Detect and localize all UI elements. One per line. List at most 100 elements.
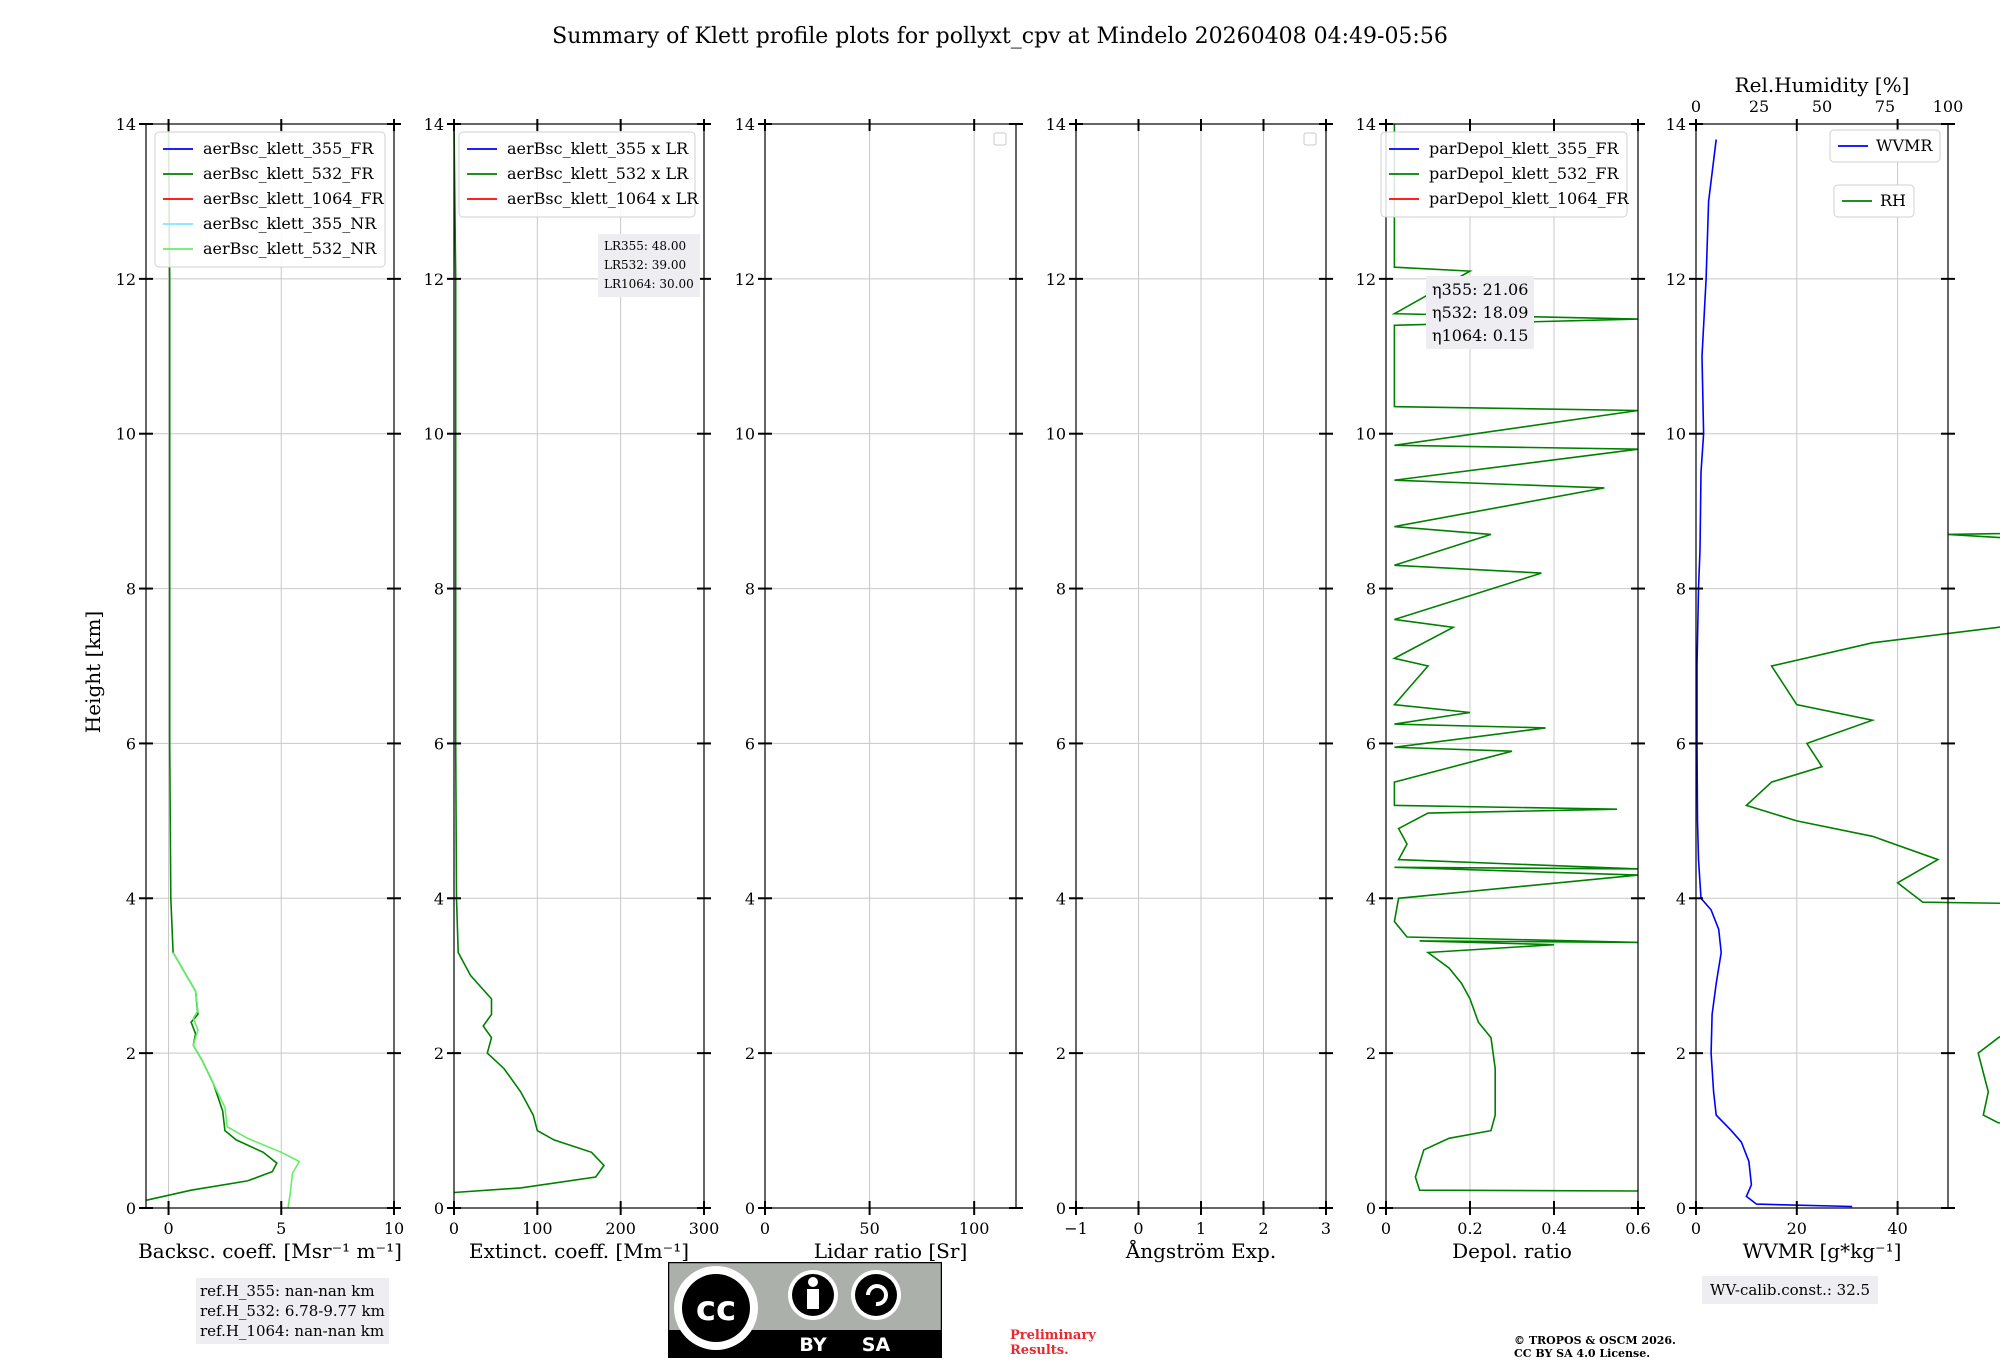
y-tick-label: 6 xyxy=(745,734,755,753)
axes-frame xyxy=(453,123,705,1209)
wv-calib-label: WV-calib.const.: 32.5 xyxy=(1710,1281,1871,1299)
preliminary-line-1: Preliminary xyxy=(1010,1328,1096,1343)
x-tick-label: 0 xyxy=(1691,1219,1701,1238)
x-axis-label: Lidar ratio [Sr] xyxy=(814,1239,968,1263)
legend-label: aerBsc_klett_355_FR xyxy=(203,139,374,158)
axes-frame xyxy=(145,123,395,1209)
y-tick-label: 4 xyxy=(1056,889,1066,908)
sa-arrow xyxy=(866,1284,888,1307)
y-tick-label: 10 xyxy=(1046,425,1066,444)
empty-legend-box xyxy=(993,132,1007,146)
x-tick-label: 300 xyxy=(689,1219,720,1238)
y-tick-label: 14 xyxy=(424,115,444,134)
top-x-tick-label: 100 xyxy=(1933,97,1964,116)
y-tick-label: 4 xyxy=(434,889,444,908)
x-tick-label: 0 xyxy=(163,1219,173,1238)
by-head xyxy=(808,1277,818,1287)
y-tick-label: 4 xyxy=(745,889,755,908)
y-tick-label: 2 xyxy=(126,1044,136,1063)
y-tick-label: 0 xyxy=(1056,1199,1066,1218)
sa-text: SA xyxy=(862,1334,891,1356)
legend-box-rh xyxy=(1833,184,1915,218)
by-text: BY xyxy=(799,1334,826,1356)
x-tick-label: 0 xyxy=(1133,1219,1143,1238)
axes-frame xyxy=(1385,123,1639,1209)
x-tick-label: 3 xyxy=(1321,1219,1331,1238)
copyright-line-2: CC BY SA 4.0 License. xyxy=(1514,1347,1651,1360)
series-line-parDepol_klett_532_FR xyxy=(1391,124,1639,1192)
y-tick-label: 10 xyxy=(1356,425,1376,444)
x-tick-label: 0.2 xyxy=(1457,1219,1482,1238)
series-line-WVMR xyxy=(1696,139,1853,1208)
figure-title: Summary of Klett profile plots for polly… xyxy=(552,24,1448,49)
x-tick-label: 0 xyxy=(449,1219,459,1238)
legend-label: aerBsc_klett_1064_FR xyxy=(203,189,385,208)
x-tick-label: 0.6 xyxy=(1625,1219,1650,1238)
y-tick-label: 0 xyxy=(126,1199,136,1218)
axes-frame xyxy=(764,123,1017,1209)
top-x-tick-label: 75 xyxy=(1875,97,1895,116)
y-axis-label: Height [km] xyxy=(81,611,105,733)
copyright-note: © TROPOS & OSCM 2026. CC BY SA 4.0 Licen… xyxy=(1514,1334,1676,1360)
legend-label: aerBsc_klett_532 x LR xyxy=(507,164,689,183)
sa-icon xyxy=(855,1274,897,1316)
series-line-aerBsc_klett_532_NR xyxy=(172,952,301,1209)
y-tick-label: 2 xyxy=(1366,1044,1376,1063)
lr-532: LR532: 39.00 xyxy=(604,258,687,272)
y-tick-label: 0 xyxy=(745,1199,755,1218)
top-x-axis-label: Rel.Humidity [%] xyxy=(1735,73,1910,97)
axes-frame xyxy=(1695,123,1949,1209)
legend-label-rh: RH xyxy=(1880,191,1906,210)
preliminary-line-2: Results. xyxy=(1010,1343,1069,1358)
x-tick-label: 0 xyxy=(760,1219,770,1238)
legend-label: parDepol_klett_1064_FR xyxy=(1429,189,1630,208)
y-tick-label: 4 xyxy=(126,889,136,908)
y-tick-label: 12 xyxy=(1356,270,1376,289)
y-tick-label: 8 xyxy=(1056,580,1066,599)
y-tick-label: 14 xyxy=(1666,115,1686,134)
cc-text: cc xyxy=(696,1289,736,1329)
x-tick-label: 1 xyxy=(1196,1219,1206,1238)
legend-label-wvmr: WVMR xyxy=(1876,136,1933,155)
y-tick-label: 12 xyxy=(116,270,136,289)
cc-by-sa-badge: cc BY SA xyxy=(668,1262,942,1358)
y-tick-label: 14 xyxy=(735,115,755,134)
copyright-line-1: © TROPOS & OSCM 2026. xyxy=(1514,1334,1676,1347)
wv-calib-box: WV-calib.const.: 32.5 xyxy=(1702,1276,1879,1304)
x-axis-label: Depol. ratio xyxy=(1452,1239,1572,1263)
legend-label: aerBsc_klett_1064 x LR xyxy=(507,189,699,208)
lr-1064: LR1064: 30.00 xyxy=(604,277,694,291)
eta-355: η355: 21.06 xyxy=(1432,280,1529,299)
y-tick-label: 12 xyxy=(1046,270,1066,289)
ref-height-1064: ref.H_1064: nan-nan km xyxy=(200,1322,385,1340)
y-tick-label: 8 xyxy=(745,580,755,599)
y-tick-label: 6 xyxy=(434,734,444,753)
legend-box xyxy=(154,131,386,268)
legend-label: aerBsc_klett_355_NR xyxy=(203,214,377,233)
ref-height-532: ref.H_532: 6.78-9.77 km xyxy=(200,1302,385,1320)
y-tick-label: 10 xyxy=(116,425,136,444)
x-axis-label: Extinct. coeff. [Mm⁻¹] xyxy=(469,1239,689,1263)
eta-532: η532: 18.09 xyxy=(1432,303,1529,322)
y-tick-label: 0 xyxy=(1366,1199,1376,1218)
y-tick-label: 6 xyxy=(1056,734,1066,753)
eta-1064: η1064: 0.15 xyxy=(1432,326,1529,345)
legend-label: aerBsc_klett_532_FR xyxy=(203,164,374,183)
legend-box-wvmr xyxy=(1829,129,1941,163)
legend-label: aerBsc_klett_355 x LR xyxy=(507,139,689,158)
x-tick-label: 100 xyxy=(959,1219,990,1238)
x-tick-label: 40 xyxy=(1887,1219,1907,1238)
y-tick-label: 6 xyxy=(1366,734,1376,753)
y-tick-label: 12 xyxy=(735,270,755,289)
y-tick-label: 4 xyxy=(1676,889,1686,908)
ref-height-box: ref.H_355: nan-nan km ref.H_532: 6.78-9.… xyxy=(196,1278,389,1344)
x-tick-label: 0.4 xyxy=(1541,1219,1566,1238)
y-tick-label: 2 xyxy=(1676,1044,1686,1063)
legend-label: aerBsc_klett_532_NR xyxy=(203,239,377,258)
y-tick-label: 10 xyxy=(1666,425,1686,444)
x-tick-label: −1 xyxy=(1064,1219,1088,1238)
top-x-tick-label: 0 xyxy=(1691,97,1701,116)
